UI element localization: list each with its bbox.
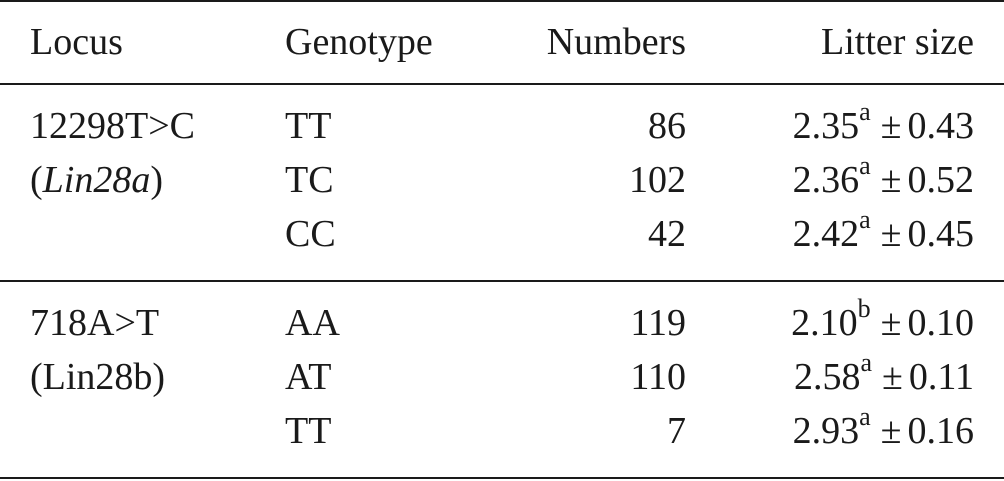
litter-size-cell: 2.42a ±0.45 [792, 205, 975, 260]
genotype-cell: TT [285, 410, 332, 452]
genotype-cell: TT [285, 105, 332, 147]
litter-mean: 2.42 [792, 213, 860, 255]
significance-letter: a [860, 348, 873, 378]
litter-mean: 2.93 [792, 410, 860, 452]
significance-letter: a [859, 151, 871, 181]
plus-minus: ± [880, 410, 902, 452]
header-rule [0, 83, 1004, 85]
numbers-cell: 119 [630, 302, 686, 344]
top-rule [0, 0, 1004, 2]
numbers-cell: 110 [630, 356, 686, 398]
locus-gene-italic: Lin28a [42, 159, 151, 201]
litter-mean: 2.10 [791, 302, 858, 344]
table-row: 12298T>C TT 86 2.35a ±0.43 [0, 97, 1004, 152]
litter-mean: 2.35 [792, 105, 860, 147]
locus-gene: (Lin28a) [30, 154, 163, 206]
plus-minus: ± [880, 213, 902, 255]
litter-sd: 0.16 [907, 410, 975, 452]
significance-letter: a [859, 205, 871, 235]
litter-mean: 2.36 [792, 159, 860, 201]
litter-size-cell: 2.58a ±0.11 [794, 348, 974, 403]
significance-letter: a [859, 402, 871, 432]
significance-letter: b [857, 294, 871, 324]
litter-sd: 0.52 [907, 159, 975, 201]
genotype-cell: AA [285, 302, 340, 344]
litter-sd: 0.10 [907, 302, 975, 344]
plus-minus: ± [880, 302, 902, 344]
numbers-cell: 86 [648, 105, 686, 147]
table-row: TT 7 2.93a ±0.16 [0, 402, 1004, 457]
group-rule [0, 280, 1004, 282]
table-row: CC 42 2.42a ±0.45 [0, 205, 1004, 260]
table-row: 718A>T AA 119 2.10b ±0.10 [0, 294, 1004, 349]
plus-minus: ± [882, 356, 903, 398]
litter-mean: 2.58 [794, 356, 861, 398]
bottom-rule [0, 477, 1004, 479]
table-row: (Lin28b) AT 110 2.58a ±0.11 [0, 348, 1004, 403]
numbers-cell: 102 [629, 159, 686, 201]
significance-letter: a [859, 97, 871, 127]
header-numbers: Numbers [546, 21, 686, 63]
genotype-cell: TC [285, 159, 334, 201]
litter-sd: 0.45 [907, 213, 975, 255]
header-row: Locus Genotype Numbers Litter size [0, 16, 1004, 68]
locus-paren-open: ( [30, 159, 43, 201]
numbers-cell: 42 [648, 213, 686, 255]
litter-size-cell: 2.10b ±0.10 [791, 294, 975, 349]
table-row: (Lin28a) TC 102 2.36a ±0.52 [0, 151, 1004, 206]
litter-size-cell: 2.36a ±0.52 [792, 151, 975, 206]
litter-size-cell: 2.93a ±0.16 [792, 402, 975, 457]
plus-minus: ± [880, 159, 902, 201]
genotype-cell: AT [285, 356, 332, 398]
litter-sd: 0.11 [908, 356, 974, 398]
plus-minus: ± [880, 105, 902, 147]
locus-gene: (Lin28b) [30, 356, 166, 398]
header-litter-size: Litter size [821, 21, 974, 63]
locus-name: 718A>T [30, 302, 160, 344]
header-locus: Locus [30, 21, 123, 63]
locus-name: 12298T>C [30, 105, 195, 147]
genotype-cell: CC [285, 213, 336, 255]
locus-paren-close: ) [150, 159, 164, 201]
numbers-cell: 7 [667, 410, 686, 452]
litter-sd: 0.43 [907, 105, 975, 147]
header-genotype: Genotype [285, 21, 433, 63]
litter-size-cell: 2.35a ±0.43 [792, 97, 975, 152]
